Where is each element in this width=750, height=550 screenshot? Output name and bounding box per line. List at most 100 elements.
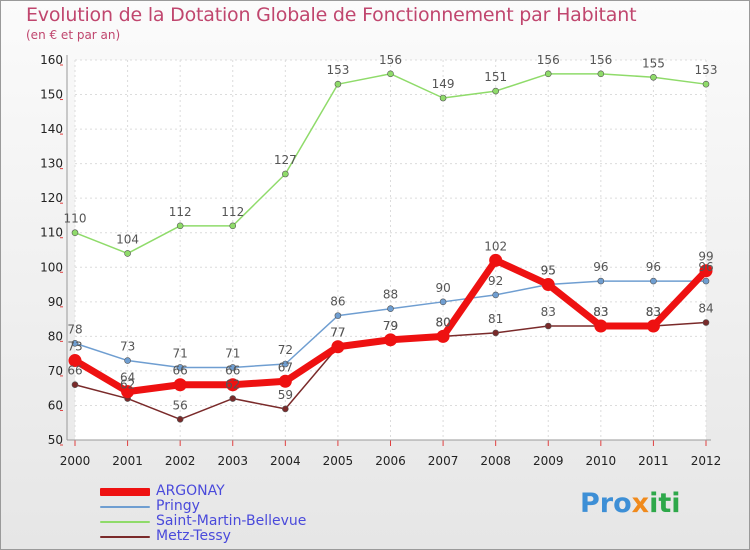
y-tick-label: 70 [48, 364, 63, 378]
data-label-argonay: 79 [383, 319, 398, 333]
data-label-metz-tessy: 79 [383, 319, 398, 333]
data-label-metz-tessy: 59 [278, 388, 293, 402]
point-saint-martin-bellevue [439, 94, 447, 102]
data-label-pringy: 96 [646, 260, 661, 274]
data-label-metz-tessy: 83 [646, 305, 661, 319]
data-label-layer: 110 104 112 112 127 153 156 149 151 156 156 155 153 7… [64, 53, 718, 412]
y-tick-label: 50 [48, 433, 63, 447]
x-tick-label: 2005 [323, 454, 354, 468]
data-label-argonay: 83 [646, 305, 661, 319]
data-label-saint-martin-bellevue: 110 [64, 212, 87, 226]
point-saint-martin-bellevue [71, 229, 79, 237]
point-metz-tessy [282, 405, 289, 413]
data-label-metz-tessy: 81 [488, 312, 503, 326]
point-metz-tessy [492, 329, 499, 337]
data-label-pringy: 96 [593, 260, 608, 274]
data-label-argonay: 99 [698, 250, 713, 264]
data-label-saint-martin-bellevue: 156 [589, 53, 612, 67]
legend-label: ARGONAY [156, 483, 225, 499]
legend-label: Pringy [156, 498, 200, 514]
point-saint-martin-bellevue [492, 87, 499, 95]
y-tick-label: 60 [48, 398, 63, 412]
y-tick-label: 150 [40, 88, 63, 102]
point-pringy [439, 298, 447, 306]
data-label-pringy: 95 [541, 264, 556, 278]
x-tick-label: 2007 [428, 454, 459, 468]
x-tick-label: 2009 [533, 454, 564, 468]
point-argonay [436, 329, 450, 343]
data-label-saint-martin-bellevue: 153 [326, 63, 349, 77]
y-tick-label: 120 [40, 191, 63, 205]
data-label-saint-martin-bellevue: 155 [642, 56, 665, 70]
data-label-saint-martin-bellevue: 156 [537, 53, 560, 67]
data-label-saint-martin-bellevue: 112 [221, 205, 244, 219]
data-label-argonay: 83 [593, 305, 608, 319]
data-label-metz-tessy: 62 [225, 378, 240, 392]
point-pringy [71, 339, 79, 347]
data-label-argonay: 102 [484, 239, 507, 253]
point-saint-martin-bellevue [702, 80, 710, 88]
point-pringy [702, 277, 710, 285]
data-label-argonay: 66 [225, 364, 240, 378]
y-tick-label: 100 [40, 260, 63, 274]
point-metz-tessy [544, 322, 552, 330]
data-label-pringy: 78 [67, 322, 82, 336]
x-tick-label: 2002 [165, 454, 196, 468]
point-argonay [384, 333, 397, 347]
legend-label: Saint-Martin-Bellevue [156, 513, 307, 529]
logo-part-3: iti [649, 488, 681, 519]
data-label-metz-tessy: 77 [330, 326, 345, 340]
legend-swatch [100, 536, 150, 538]
point-saint-martin-bellevue [229, 222, 237, 230]
data-label-saint-martin-bellevue: 127 [274, 153, 297, 167]
data-label-pringy: 72 [278, 343, 293, 357]
point-saint-martin-bellevue [544, 70, 552, 78]
legend-swatch [100, 506, 150, 508]
data-label-pringy: 90 [435, 281, 450, 295]
x-tick-label: 2001 [112, 454, 143, 468]
x-tick-label: 2011 [638, 454, 669, 468]
x-tick-label: 2008 [480, 454, 511, 468]
data-label-argonay: 80 [435, 315, 450, 329]
y-tick-label: 140 [40, 122, 63, 136]
point-argonay [594, 319, 608, 333]
point-saint-martin-bellevue [124, 250, 131, 257]
data-label-argonay: 64 [120, 371, 135, 385]
point-argonay [278, 374, 292, 388]
point-saint-martin-bellevue [176, 222, 184, 230]
y-tick-label: 160 [40, 53, 63, 67]
x-tick-label: 2010 [586, 454, 617, 468]
point-saint-martin-bellevue [282, 170, 289, 178]
point-saint-martin-bellevue [387, 70, 394, 78]
data-label-argonay: 66 [173, 364, 188, 378]
chart-title: Evolution de la Dotation Globale de Fonc… [26, 4, 637, 26]
data-label-metz-tessy: 83 [593, 305, 608, 319]
point-pringy [650, 277, 657, 285]
point-argonay [541, 278, 555, 292]
data-label-saint-martin-bellevue: 156 [379, 53, 402, 67]
data-label-argonay: 95 [541, 264, 556, 278]
data-label-pringy: 88 [383, 288, 398, 302]
data-label-metz-tessy: 66 [67, 364, 82, 378]
x-tick-label: 2003 [217, 454, 248, 468]
data-label-pringy: 86 [330, 295, 345, 309]
data-label-metz-tessy: 83 [541, 305, 556, 319]
logo-part-1: Pro [580, 488, 632, 519]
point-saint-martin-bellevue [650, 73, 657, 81]
series-layer [68, 70, 713, 423]
data-label-saint-martin-bellevue: 112 [169, 205, 192, 219]
data-label-pringy: 73 [120, 340, 135, 354]
x-tick-label: 2000 [60, 454, 91, 468]
point-saint-martin-bellevue [597, 70, 605, 78]
data-label-metz-tessy: 80 [435, 315, 450, 329]
y-tick-label: 80 [48, 329, 63, 343]
point-argonay [173, 378, 187, 392]
data-label-pringy: 71 [173, 346, 188, 360]
point-pringy [124, 357, 131, 364]
data-label-metz-tessy: 56 [173, 398, 188, 412]
data-label-argonay: 67 [278, 360, 293, 374]
point-metz-tessy [176, 415, 184, 423]
point-pringy [176, 364, 184, 371]
x-tick-label: 2006 [375, 454, 406, 468]
